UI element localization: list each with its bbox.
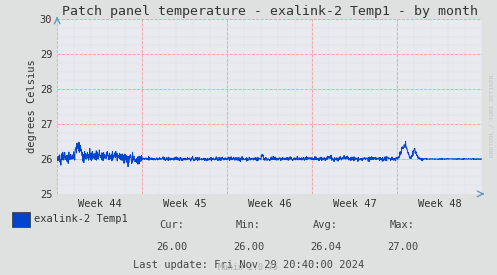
Text: 26.00: 26.00 [156, 242, 187, 252]
Text: Min:: Min: [236, 220, 261, 230]
Y-axis label: degrees Celsius: degrees Celsius [27, 60, 37, 153]
Text: Last update: Fri Nov 29 20:40:00 2024: Last update: Fri Nov 29 20:40:00 2024 [133, 260, 364, 270]
Text: 27.00: 27.00 [387, 242, 418, 252]
Text: RRDTOOL / TOBI OETIKER: RRDTOOL / TOBI OETIKER [490, 74, 495, 157]
Text: Max:: Max: [390, 220, 415, 230]
Text: Avg:: Avg: [313, 220, 338, 230]
Title: Patch panel temperature - exalink-2 Temp1 - by month: Patch panel temperature - exalink-2 Temp… [62, 5, 478, 18]
Text: exalink-2 Temp1: exalink-2 Temp1 [34, 214, 128, 224]
Text: 26.04: 26.04 [310, 242, 341, 252]
Text: 26.00: 26.00 [233, 242, 264, 252]
Text: Munin 2.0.75: Munin 2.0.75 [219, 263, 278, 272]
Text: Cur:: Cur: [159, 220, 184, 230]
